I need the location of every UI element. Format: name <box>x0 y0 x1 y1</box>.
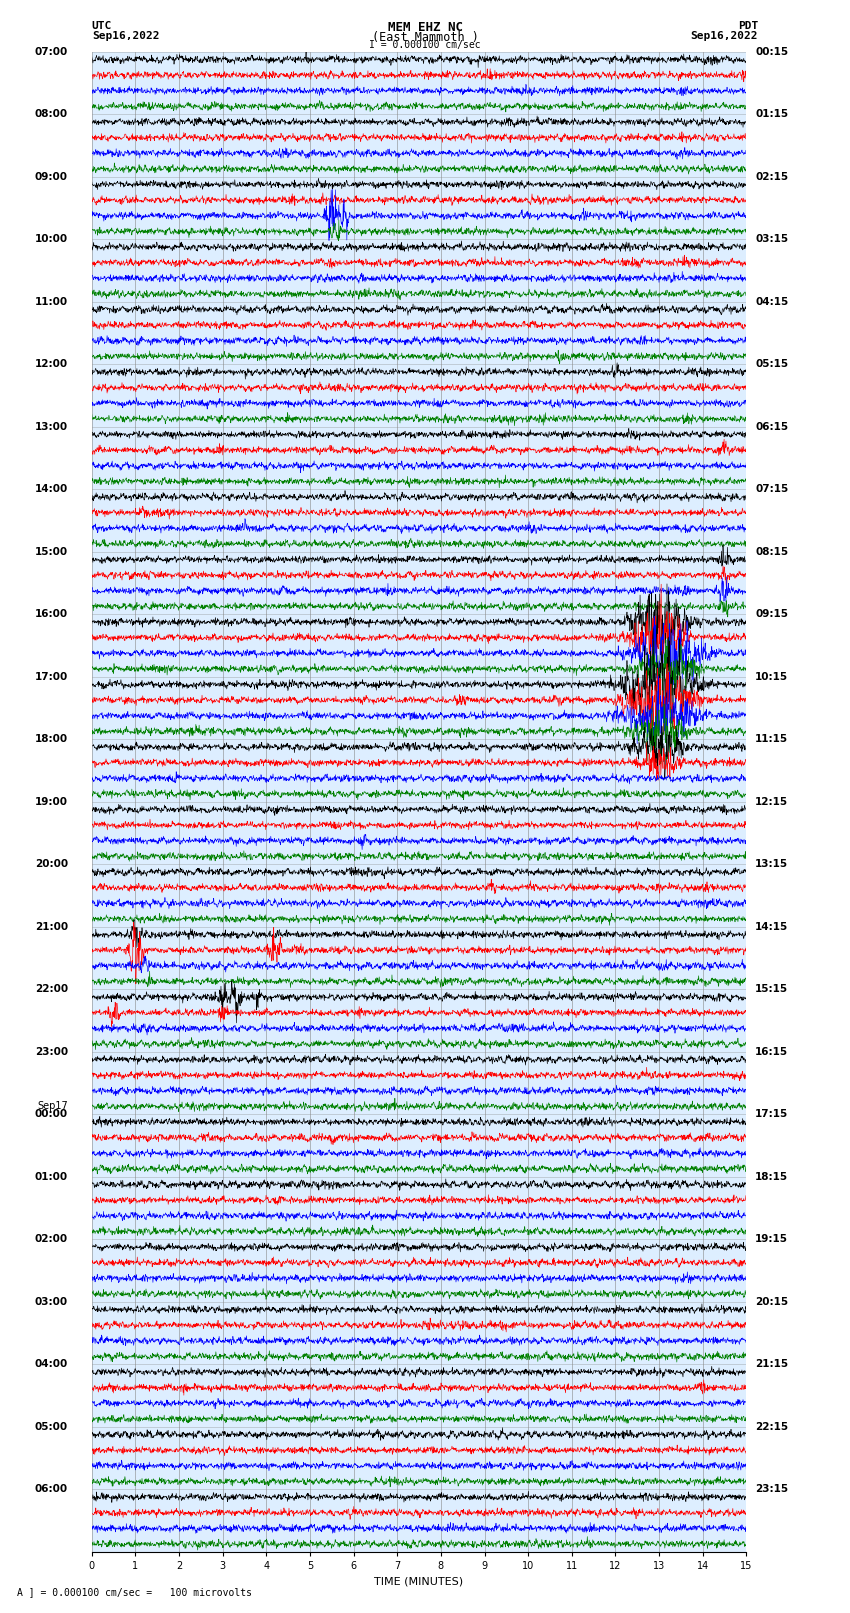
Text: 07:00: 07:00 <box>35 47 68 56</box>
Text: 22:00: 22:00 <box>35 984 68 994</box>
Text: Sep16,2022: Sep16,2022 <box>92 31 159 40</box>
Text: 17:00: 17:00 <box>35 671 68 682</box>
Text: 12:15: 12:15 <box>755 797 788 806</box>
Text: 03:00: 03:00 <box>35 1297 68 1307</box>
Text: 19:15: 19:15 <box>755 1234 788 1244</box>
Text: 23:15: 23:15 <box>755 1484 788 1494</box>
Text: 22:15: 22:15 <box>755 1421 788 1432</box>
Text: 09:15: 09:15 <box>755 610 788 619</box>
Text: 14:15: 14:15 <box>755 921 788 932</box>
Text: 14:00: 14:00 <box>35 484 68 494</box>
Text: 20:15: 20:15 <box>755 1297 788 1307</box>
Text: 21:00: 21:00 <box>35 921 68 932</box>
Text: 16:00: 16:00 <box>35 610 68 619</box>
Text: 17:15: 17:15 <box>755 1110 788 1119</box>
Text: 02:00: 02:00 <box>35 1234 68 1244</box>
Text: 03:15: 03:15 <box>755 234 788 244</box>
Text: 01:00: 01:00 <box>35 1171 68 1182</box>
Text: 12:00: 12:00 <box>35 360 68 369</box>
Text: 11:15: 11:15 <box>755 734 788 744</box>
Text: 00:00: 00:00 <box>35 1110 68 1119</box>
Text: 06:00: 06:00 <box>35 1484 68 1494</box>
Text: 16:15: 16:15 <box>755 1047 788 1057</box>
Text: 19:00: 19:00 <box>35 797 68 806</box>
Text: 13:15: 13:15 <box>755 860 788 869</box>
Text: 05:00: 05:00 <box>35 1421 68 1432</box>
Text: 13:00: 13:00 <box>35 421 68 432</box>
Text: 02:15: 02:15 <box>755 171 788 182</box>
Text: I = 0.000100 cm/sec: I = 0.000100 cm/sec <box>369 40 481 50</box>
Text: 10:15: 10:15 <box>755 671 788 682</box>
Text: PDT: PDT <box>738 21 758 31</box>
Text: 01:15: 01:15 <box>755 110 788 119</box>
Text: 07:15: 07:15 <box>755 484 788 494</box>
Text: MEM EHZ NC: MEM EHZ NC <box>388 21 462 34</box>
Text: (East Mammoth ): (East Mammoth ) <box>371 31 479 44</box>
Text: 10:00: 10:00 <box>35 234 68 244</box>
Text: Sep16,2022: Sep16,2022 <box>691 31 758 40</box>
Text: 09:00: 09:00 <box>35 171 68 182</box>
Text: 15:00: 15:00 <box>35 547 68 556</box>
Text: 05:15: 05:15 <box>755 360 788 369</box>
Text: 00:15: 00:15 <box>755 47 788 56</box>
Text: 23:00: 23:00 <box>35 1047 68 1057</box>
Text: 18:15: 18:15 <box>755 1171 788 1182</box>
Text: Sep17: Sep17 <box>37 1102 68 1111</box>
Text: 15:15: 15:15 <box>755 984 788 994</box>
X-axis label: TIME (MINUTES): TIME (MINUTES) <box>375 1576 463 1586</box>
Text: 21:15: 21:15 <box>755 1360 788 1369</box>
Text: 08:00: 08:00 <box>35 110 68 119</box>
Text: 04:15: 04:15 <box>755 297 788 306</box>
Text: 18:00: 18:00 <box>35 734 68 744</box>
Text: 06:15: 06:15 <box>755 421 788 432</box>
Text: 11:00: 11:00 <box>35 297 68 306</box>
Text: 08:15: 08:15 <box>755 547 788 556</box>
Text: 04:00: 04:00 <box>35 1360 68 1369</box>
Text: UTC: UTC <box>92 21 112 31</box>
Text: 20:00: 20:00 <box>35 860 68 869</box>
Text: A ] = 0.000100 cm/sec =   100 microvolts: A ] = 0.000100 cm/sec = 100 microvolts <box>17 1587 252 1597</box>
